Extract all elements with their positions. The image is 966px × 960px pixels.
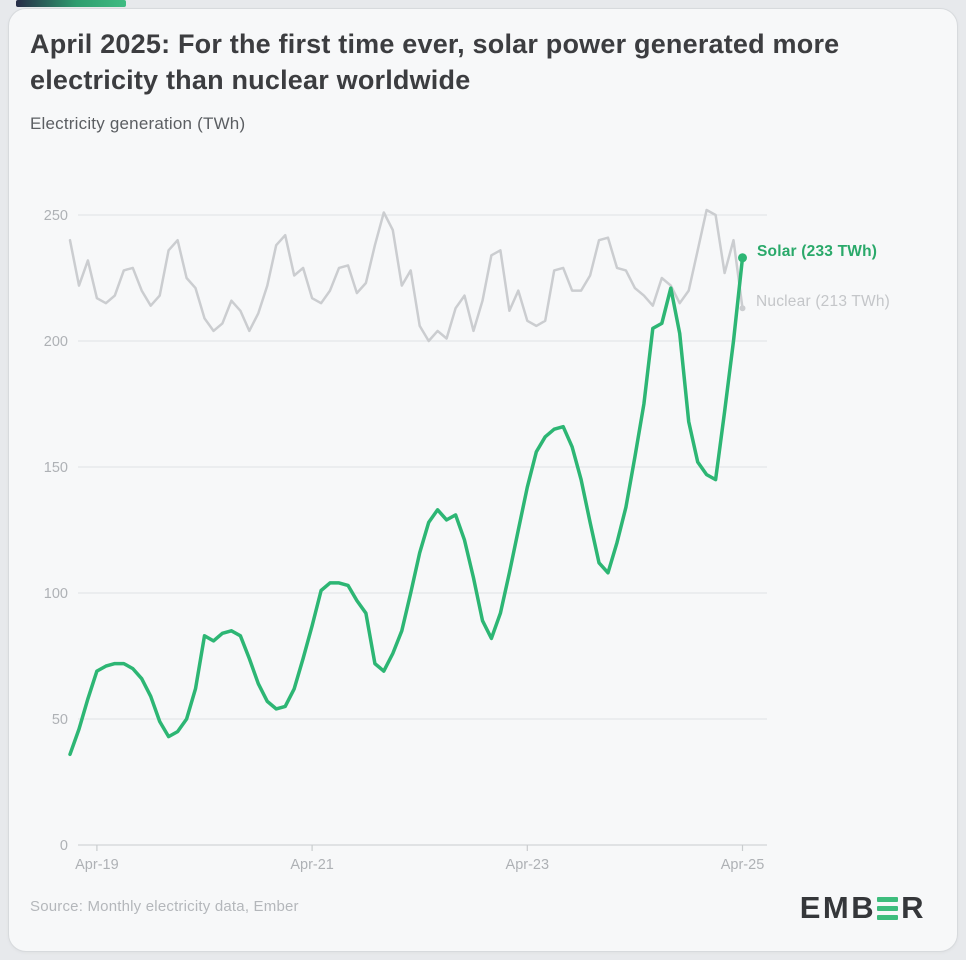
accent-bar xyxy=(16,0,126,7)
nuclear-series-label: Nuclear (213 TWh) xyxy=(756,293,891,310)
source-note: Source: Monthly electricity data, Ember xyxy=(30,898,299,915)
page-title: April 2025: For the first time ever, sol… xyxy=(30,29,840,95)
solar-series-label: Solar (233 TWh) xyxy=(757,243,878,260)
svg-text:Apr-21: Apr-21 xyxy=(290,857,334,873)
svg-text:50: 50 xyxy=(52,712,68,728)
svg-text:150: 150 xyxy=(44,460,68,476)
chart-card xyxy=(8,8,958,952)
svg-text:Apr-19: Apr-19 xyxy=(75,857,119,873)
ember-logo: EMB R xyxy=(800,890,926,926)
svg-text:100: 100 xyxy=(44,586,68,602)
ember-logo-text-right: R xyxy=(901,890,926,925)
svg-text:250: 250 xyxy=(44,208,68,224)
svg-text:Apr-25: Apr-25 xyxy=(721,857,765,873)
ember-logo-bars-icon xyxy=(877,896,899,920)
svg-text:0: 0 xyxy=(60,838,68,854)
chart-subtitle: Electricity generation (TWh) xyxy=(30,114,246,133)
ember-logo-text-left: EMB xyxy=(799,890,877,925)
svg-text:200: 200 xyxy=(44,334,68,350)
svg-text:Apr-23: Apr-23 xyxy=(506,857,550,873)
